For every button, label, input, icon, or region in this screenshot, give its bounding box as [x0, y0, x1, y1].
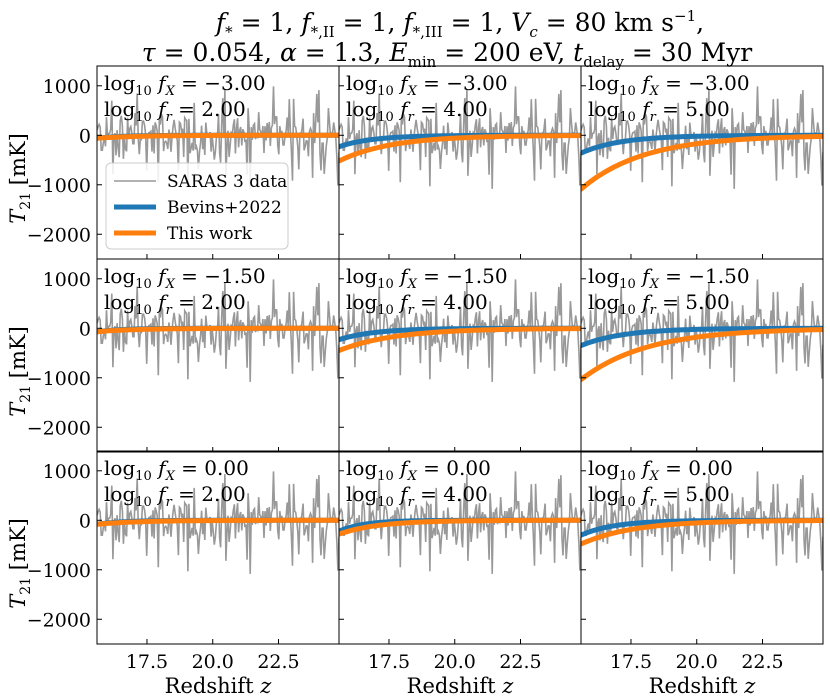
panel-label-fr: log10 fr = 5.00: [588, 482, 730, 510]
y-axis-label: T21 [mK]: [6, 326, 34, 417]
panel-label-fx: log10 fX = −1.50: [104, 264, 266, 292]
this-work-line: [97, 325, 339, 335]
this-work-line: [339, 326, 581, 354]
x-tick-label: 17.5: [126, 651, 168, 673]
x-tick-label: 22.5: [257, 651, 299, 673]
panel-label-fr: log10 fr = 4.00: [346, 97, 488, 125]
panel-label-fx: log10 fX = −3.00: [346, 71, 508, 99]
y-tick-label: 1000: [43, 461, 91, 483]
saras-data-line: [581, 279, 823, 382]
saras-data-line: [581, 86, 823, 189]
panel-label-fr: log10 fr = 5.00: [588, 97, 730, 125]
x-tick-label: 20.0: [434, 651, 476, 673]
y-tick-label: −2000: [27, 417, 91, 439]
panel-label-fx: log10 fX = 0.00: [588, 456, 733, 484]
this-work-line: [339, 517, 581, 537]
x-tick-label: 20.0: [192, 651, 234, 673]
panel-frame: [580, 450, 824, 645]
y-axis-label: T21 [mK]: [6, 518, 34, 609]
x-tick-label: 22.5: [499, 651, 541, 673]
panel-frame: [580, 258, 824, 453]
panel-label-fx: log10 fX = −3.00: [588, 71, 750, 99]
panel-label-fr: log10 fr = 2.00: [104, 97, 246, 125]
panel-label-fx: log10 fX = −1.50: [346, 264, 508, 292]
this-work-line: [339, 133, 581, 164]
saras-data-line: [339, 86, 581, 189]
saras-data-line: [339, 471, 581, 574]
saras-data-line: [339, 279, 581, 382]
this-work-line: [97, 132, 339, 141]
panel-label-fr: log10 fr = 4.00: [346, 482, 488, 510]
y-tick-label: −1000: [27, 560, 91, 582]
panel-label-fr: log10 fr = 2.00: [104, 482, 246, 510]
this-work-line: [581, 327, 823, 383]
y-tick-label: 1000: [43, 269, 91, 291]
saras-data-line: [581, 471, 823, 574]
legend-box: [105, 162, 289, 250]
panel-label-fx: log10 fX = 0.00: [104, 456, 249, 484]
x-axis-label: Redshift z: [407, 674, 515, 698]
x-tick-label: 22.5: [741, 651, 783, 673]
y-tick-label: 0: [79, 125, 91, 147]
this-work-line: [581, 518, 823, 547]
panel-2-0: 1000 0 −1000 −2000 17.5 20.0 22.5 log10 fX = 0.…: [27, 450, 340, 673]
this-work-line: [97, 517, 339, 527]
panel-label-fx: log10 fX = 0.00: [346, 456, 491, 484]
legend-bevins-label: Bevins+2022: [167, 198, 282, 218]
panel-label-fx: log10 fX = −3.00: [104, 71, 266, 99]
x-tick-label: 17.5: [368, 651, 410, 673]
x-axis-label: Redshift z: [649, 674, 757, 698]
x-tick-label: 20.0: [676, 651, 718, 673]
y-tick-label: −2000: [27, 609, 91, 631]
x-tick-label: 17.5: [610, 651, 652, 673]
y-tick-label: −2000: [27, 224, 91, 246]
this-work-line: [581, 133, 823, 192]
y-tick-label: 1000: [43, 76, 91, 98]
figure-title-line1: f* = 1, f*,II = 1, f*,III = 1, Vc = 80 k…: [214, 7, 704, 41]
y-tick-label: −1000: [27, 175, 91, 197]
y-tick-label: 0: [79, 318, 91, 340]
x-axis-labels: Redshift z Redshift z Redshift z: [165, 674, 757, 698]
y-tick-label: 0: [79, 510, 91, 532]
panel-label-fr: log10 fr = 5.00: [588, 290, 730, 318]
y-axis-labels: T21 [mK] T21 [mK] T21 [mK]: [6, 133, 34, 609]
y-axis-label: T21 [mK]: [6, 133, 34, 224]
saras-data-line: [97, 86, 339, 189]
saras-data-line: [97, 471, 339, 574]
y-tick-label: −1000: [27, 368, 91, 390]
panel-label-fr: log10 fr = 2.00: [104, 290, 246, 318]
legend-saras-label: SARAS 3 data: [167, 172, 287, 192]
legend-thiswork-label: This work: [167, 224, 253, 244]
legend: SARAS 3 data Bevins+2022 This work: [105, 162, 289, 250]
x-axis-label: Redshift z: [165, 674, 273, 698]
saras-data-line: [97, 279, 339, 382]
panel-label-fr: log10 fr = 4.00: [346, 290, 488, 318]
panel-label-fx: log10 fX = −1.50: [588, 264, 750, 292]
